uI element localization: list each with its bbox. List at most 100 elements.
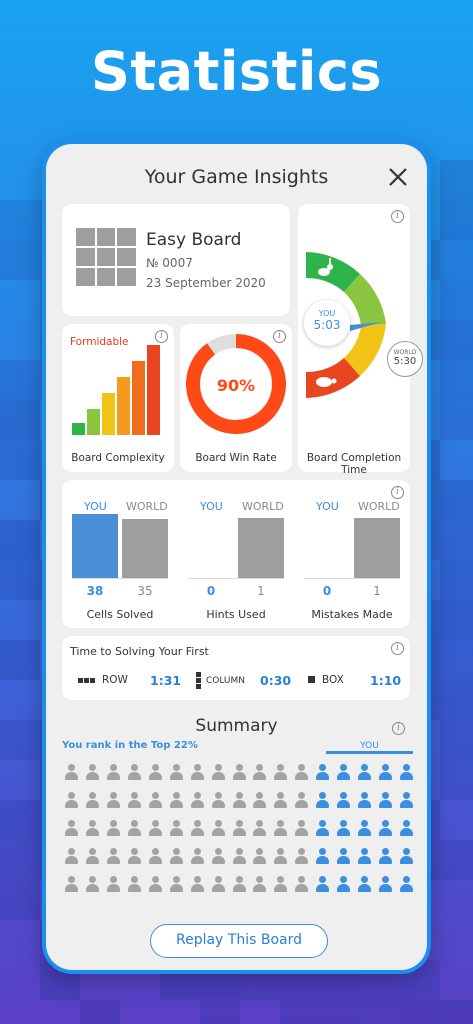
comparison-card: i YOU WORLD 38 35 Cells Solved YOU WORLD 0 1 Hint…: [62, 480, 410, 628]
time-solving-card: i Time to Solving Your First ROW 1:31 CO…: [62, 636, 410, 700]
person-icon: [85, 820, 100, 837]
person-icon: [399, 876, 414, 893]
complexity-bar: [102, 393, 115, 435]
person-icon: [357, 848, 372, 865]
world-bar: [122, 519, 168, 578]
info-icon[interactable]: i: [391, 642, 404, 655]
world-value: 1: [373, 584, 381, 598]
person-icon: [148, 764, 163, 781]
person-icon: [127, 876, 142, 893]
complexity-label: Board Complexity: [71, 452, 165, 464]
comparison-label: Mistakes Made: [311, 608, 393, 621]
person-icon: [85, 764, 100, 781]
person-icon: [190, 764, 205, 781]
page-headline: Statistics: [90, 40, 383, 103]
person-icon: [106, 764, 121, 781]
person-icon: [169, 848, 184, 865]
world-value: 1: [257, 584, 265, 598]
row-time: 1:31: [150, 673, 182, 688]
you-bar: [72, 514, 118, 578]
turtle-icon: [316, 377, 337, 387]
person-icon: [378, 820, 393, 837]
column-time: 0:30: [260, 673, 292, 688]
you-time-value: 5:03: [313, 318, 341, 332]
you-underline: [326, 751, 413, 754]
person-icon: [211, 764, 226, 781]
person-icon: [315, 848, 330, 865]
dialog-title: Your Game Insights: [144, 166, 329, 188]
person-icon: [315, 792, 330, 809]
complexity-bar: [87, 409, 100, 435]
close-icon[interactable]: [387, 166, 409, 188]
person-icon: [148, 820, 163, 837]
person-icon: [294, 764, 309, 781]
population-row: [64, 792, 414, 809]
person-icon: [85, 848, 100, 865]
person-icon: [273, 792, 288, 809]
box-time: 1:10: [370, 673, 402, 688]
insights-dialog: Your Game Insights Easy Board № 0007 23 …: [46, 144, 427, 970]
person-icon: [357, 792, 372, 809]
world-bar: [238, 518, 284, 578]
person-icon: [252, 848, 267, 865]
you-value: 0: [322, 584, 332, 598]
person-icon: [399, 792, 414, 809]
comparison-label: Cells Solved: [86, 608, 154, 621]
person-icon: [378, 876, 393, 893]
board-date: 23 September 2020: [146, 276, 266, 290]
person-icon: [378, 764, 393, 781]
person-icon: [211, 876, 226, 893]
person-icon: [148, 848, 163, 865]
person-icon: [294, 876, 309, 893]
person-icon: [169, 764, 184, 781]
complexity-level: Formidable: [70, 336, 129, 348]
baseline: [304, 578, 400, 579]
person-icon: [148, 792, 163, 809]
world-header: WORLD: [126, 500, 168, 513]
completion-label: Board Completion Time: [306, 452, 402, 476]
box-label: BOX: [322, 674, 344, 686]
complexity-bar: [147, 345, 160, 435]
person-icon: [273, 876, 288, 893]
person-icon: [399, 820, 414, 837]
person-icon: [127, 820, 142, 837]
person-icon: [252, 792, 267, 809]
person-icon: [232, 792, 247, 809]
person-icon: [315, 876, 330, 893]
row-icon: [78, 678, 96, 683]
info-icon[interactable]: i: [392, 722, 405, 735]
person-icon: [169, 820, 184, 837]
info-icon[interactable]: i: [155, 330, 168, 343]
person-icon: [357, 820, 372, 837]
replay-board-button[interactable]: Replay This Board: [150, 924, 328, 958]
info-icon[interactable]: i: [391, 486, 404, 499]
person-icon: [190, 876, 205, 893]
info-icon[interactable]: i: [391, 210, 404, 223]
info-icon[interactable]: i: [273, 330, 286, 343]
person-icon: [273, 820, 288, 837]
person-icon: [232, 764, 247, 781]
person-icon: [252, 876, 267, 893]
completion-time-card: i YOU 5:03: [298, 204, 423, 476]
person-icon: [148, 876, 163, 893]
person-icon: [232, 820, 247, 837]
person-icon: [190, 848, 205, 865]
person-icon: [399, 848, 414, 865]
row-label: ROW: [102, 674, 128, 686]
complexity-bar: [72, 423, 85, 435]
person-icon: [106, 792, 121, 809]
person-icon: [315, 764, 330, 781]
population-grid: [64, 764, 414, 904]
board-card: Easy Board № 0007 23 September 2020: [62, 204, 290, 316]
person-icon: [378, 792, 393, 809]
complexity-bar: [117, 377, 130, 435]
person-icon: [378, 848, 393, 865]
win-rate-label: Board Win Rate: [195, 452, 277, 464]
summary-title: Summary: [195, 716, 278, 736]
person-icon: [64, 792, 79, 809]
person-icon: [294, 820, 309, 837]
person-icon: [399, 764, 414, 781]
person-icon: [336, 876, 351, 893]
baseline: [188, 578, 284, 579]
population-row: [64, 764, 414, 781]
